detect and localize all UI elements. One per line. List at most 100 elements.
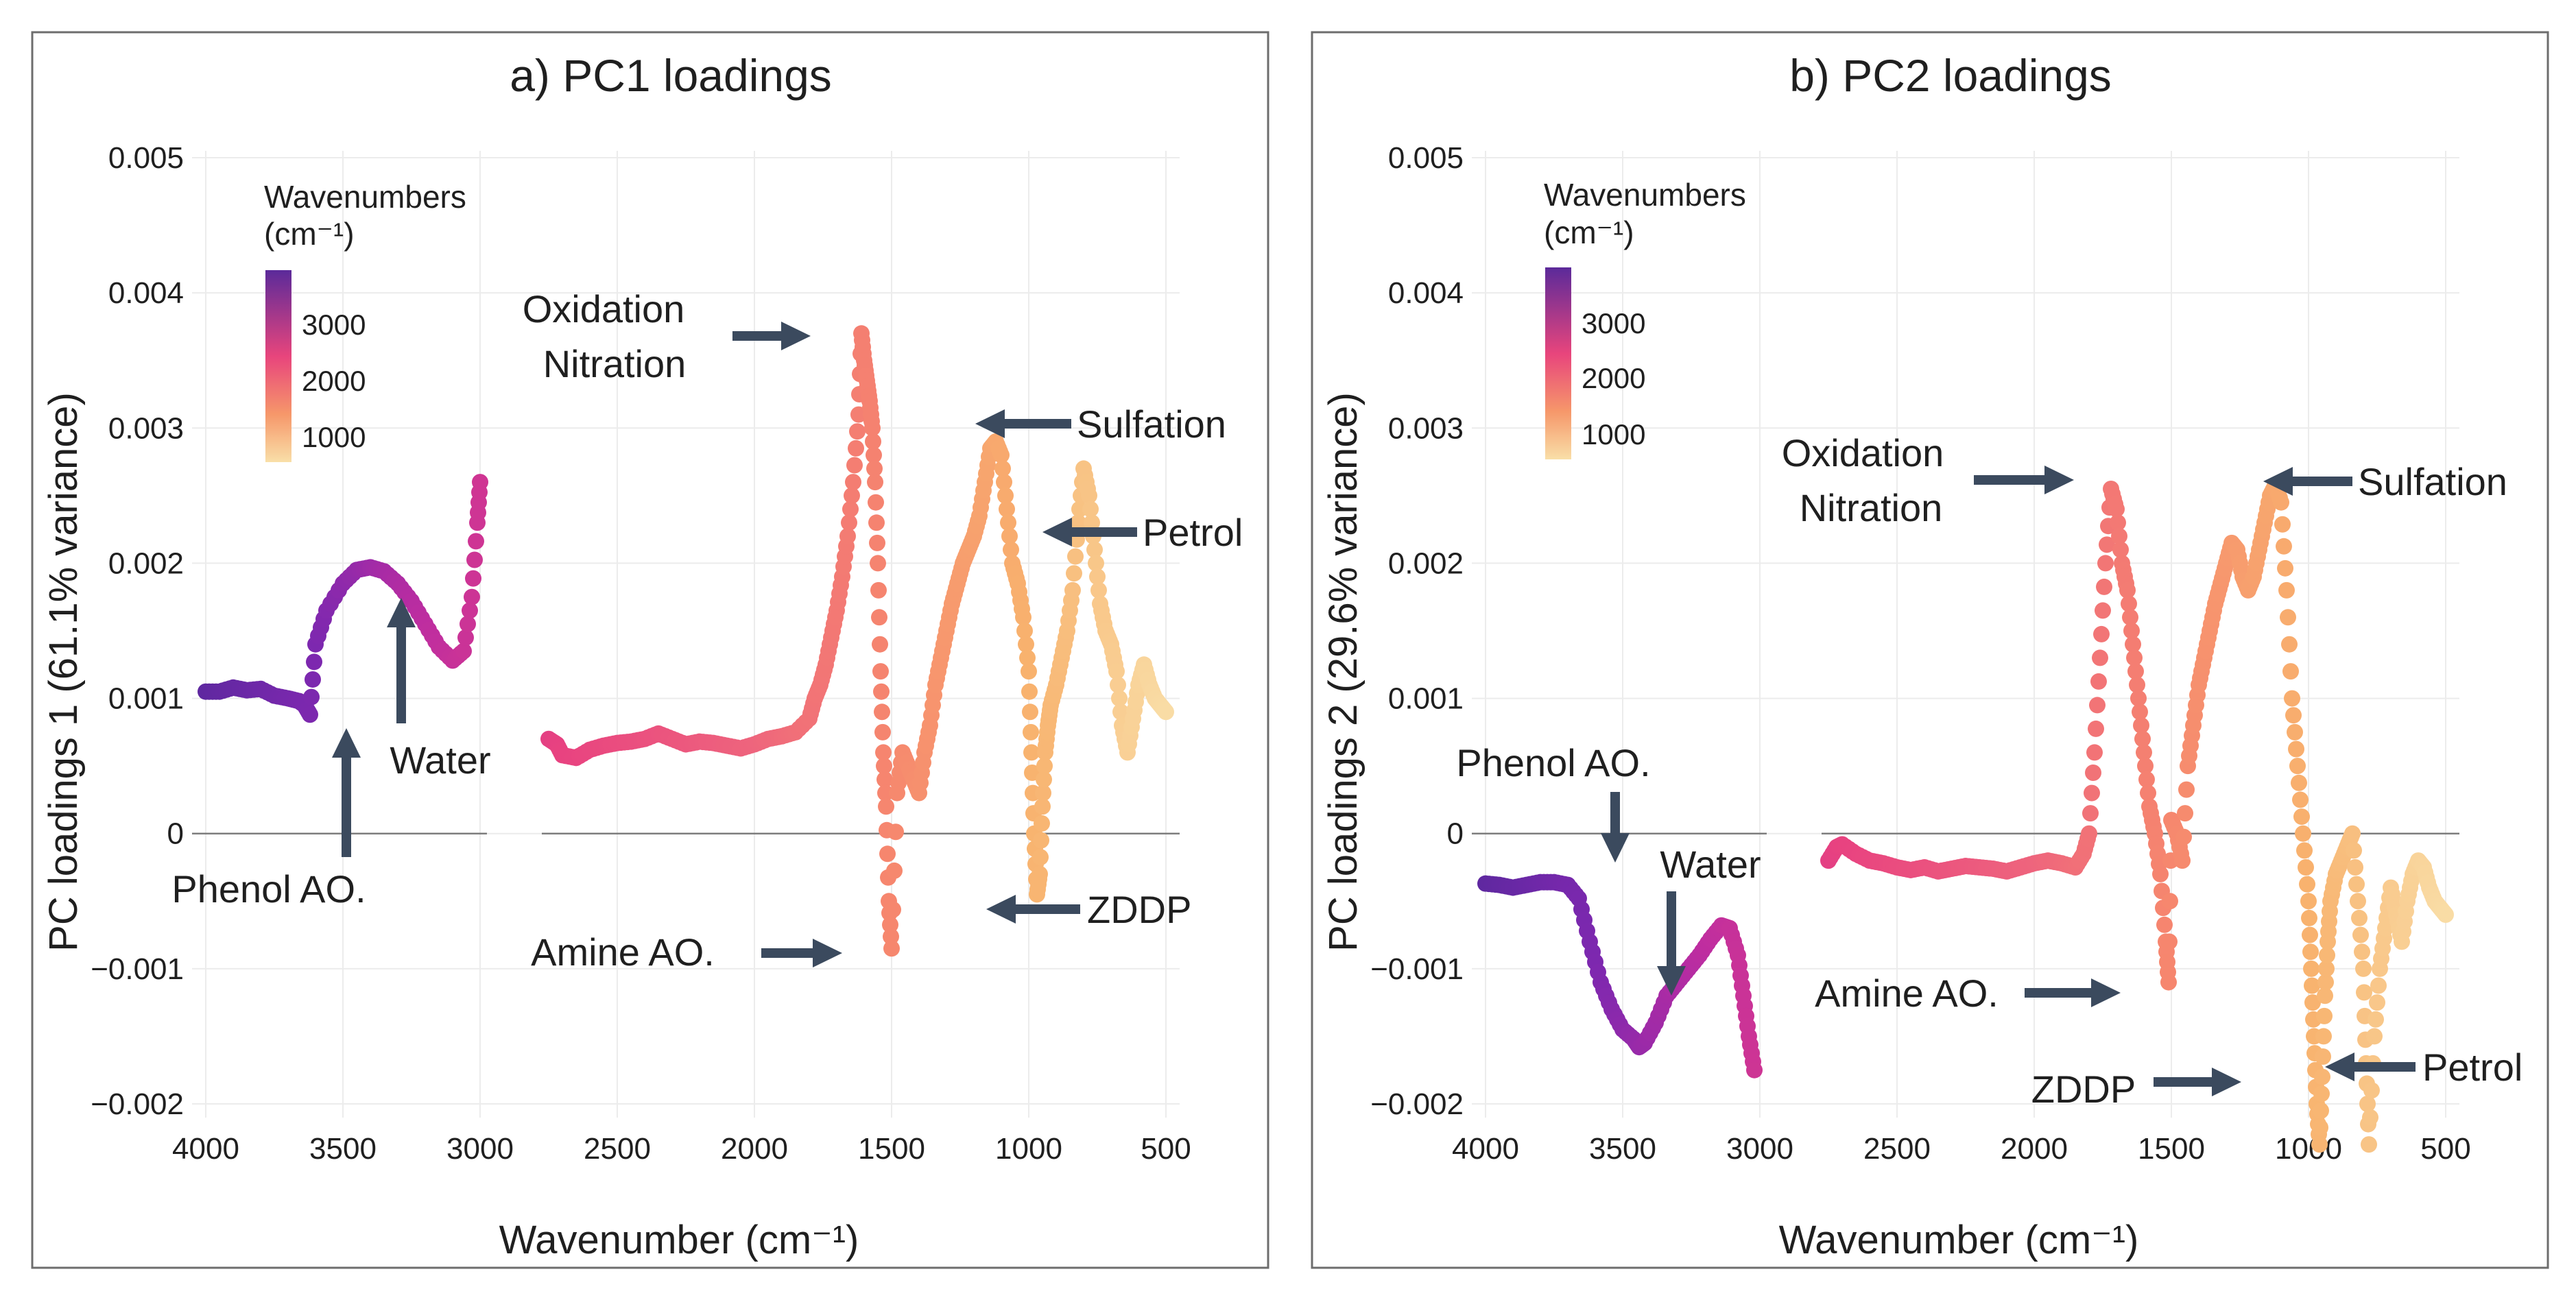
data-point xyxy=(305,671,321,688)
x-tick-label: 3500 xyxy=(1589,1132,1656,1166)
data-point xyxy=(2095,602,2111,619)
y-tick-label: 0 xyxy=(1447,817,1464,851)
legend-tick: 1000 xyxy=(1582,418,1645,450)
data-point xyxy=(2292,791,2309,808)
data-point xyxy=(2096,578,2112,595)
data-point xyxy=(2313,1085,2330,1103)
data-point xyxy=(2368,1011,2384,1028)
data-point xyxy=(2140,784,2156,802)
x-tick-label: 4000 xyxy=(1452,1132,1519,1166)
data-point xyxy=(2312,1119,2328,1136)
data-point xyxy=(846,457,863,474)
data-point xyxy=(1001,528,1018,544)
annotation-sulfation: Sulfation xyxy=(1077,402,1226,446)
annotation-sulfation: Sulfation xyxy=(2358,460,2507,503)
data-point xyxy=(1089,568,1106,586)
data-point xyxy=(2280,609,2296,626)
data-point xyxy=(883,928,899,946)
data-point xyxy=(885,901,901,918)
data-point xyxy=(1112,703,1129,721)
data-point xyxy=(2315,1048,2331,1065)
annotations: Phenol AO. Water Oxidation Nitration Ami… xyxy=(171,287,1243,974)
data-point xyxy=(2125,636,2141,653)
data-point xyxy=(2175,828,2192,845)
data-point xyxy=(2156,916,2173,933)
data-point xyxy=(2281,636,2298,653)
data-point xyxy=(876,758,892,775)
annotation-nitration: Nitration xyxy=(543,342,687,385)
data-point xyxy=(2289,758,2306,775)
data-point xyxy=(2112,541,2129,558)
data-point xyxy=(306,653,322,671)
data-point xyxy=(2133,717,2149,734)
y-axis-title: PC loadings 2 (29.6% variance) xyxy=(1321,392,1365,952)
data-point xyxy=(994,460,1011,477)
arrowhead xyxy=(387,598,416,627)
data-point xyxy=(2288,741,2304,758)
x-tick-label: 3500 xyxy=(309,1132,377,1166)
arrowhead xyxy=(975,409,1005,438)
data-point xyxy=(2304,994,2321,1011)
data-point xyxy=(464,588,480,605)
data-point xyxy=(869,534,885,551)
data-point xyxy=(865,433,881,450)
data-point xyxy=(1090,581,1107,599)
data-point xyxy=(2317,987,2333,1004)
data-point xyxy=(1021,683,1038,700)
panel-frame xyxy=(31,31,1269,1269)
data-point xyxy=(2110,514,2126,531)
data-point xyxy=(848,440,864,457)
data-point xyxy=(2296,842,2313,859)
data-point xyxy=(2299,876,2315,893)
legend-title: Wavenumbers xyxy=(1544,177,1746,213)
arrowhead xyxy=(813,939,842,967)
x-tick-label: 2000 xyxy=(2001,1132,2068,1166)
data-point xyxy=(462,602,478,619)
annotation-water: Water xyxy=(390,738,490,782)
data-point xyxy=(997,487,1014,504)
data-point xyxy=(2130,690,2147,707)
chart-title: b) PC2 loadings xyxy=(1789,50,2112,101)
annotation-zddp: ZDDP xyxy=(2031,1068,2136,1111)
data-point xyxy=(845,474,861,491)
data-point xyxy=(2318,960,2335,977)
data-point xyxy=(1019,649,1036,666)
data-point xyxy=(2285,707,2302,724)
data-point xyxy=(1036,758,1053,775)
data-point xyxy=(1035,784,1051,802)
data-point xyxy=(2134,730,2151,747)
data-point xyxy=(2350,893,2366,910)
legend-title: Wavenumbers xyxy=(264,179,466,215)
data-point xyxy=(2111,528,2127,544)
data-point xyxy=(877,784,894,802)
y-tick-label: 0.005 xyxy=(1388,141,1464,175)
y-axis-title: PC loadings 1 (61.1% variance) xyxy=(41,392,86,952)
arrowhead xyxy=(332,728,361,758)
data-point xyxy=(1067,548,1084,565)
y-tick-label: −0.001 xyxy=(91,952,184,986)
data-point xyxy=(2284,690,2300,707)
data-point xyxy=(1032,849,1049,866)
data-point xyxy=(867,474,883,491)
data-point xyxy=(993,446,1010,464)
chart-title: a) PC1 loadings xyxy=(510,50,832,101)
data-point xyxy=(872,636,888,653)
data-point xyxy=(1070,514,1086,531)
data-point xyxy=(2363,1082,2380,1099)
x-tick-label: 500 xyxy=(1141,1132,1191,1166)
annotation-oxidation: Oxidation xyxy=(523,287,685,330)
data-point xyxy=(1034,815,1050,832)
data-point xyxy=(2319,947,2335,964)
data-point xyxy=(2121,595,2137,612)
arrowhead xyxy=(781,322,811,350)
arrowhead xyxy=(2091,978,2121,1007)
data-point xyxy=(2351,909,2368,926)
annotation-zddp: ZDDP xyxy=(1087,888,1191,931)
y-tick-label: 0.004 xyxy=(108,276,184,310)
data-point xyxy=(868,494,884,511)
annotation-amine-ao: Amine AO. xyxy=(1815,972,1999,1015)
annotation-nitration: Nitration xyxy=(1800,486,1943,529)
y-tick-label: 0.004 xyxy=(1388,276,1464,310)
data-point xyxy=(839,528,856,544)
data-point xyxy=(457,629,474,646)
